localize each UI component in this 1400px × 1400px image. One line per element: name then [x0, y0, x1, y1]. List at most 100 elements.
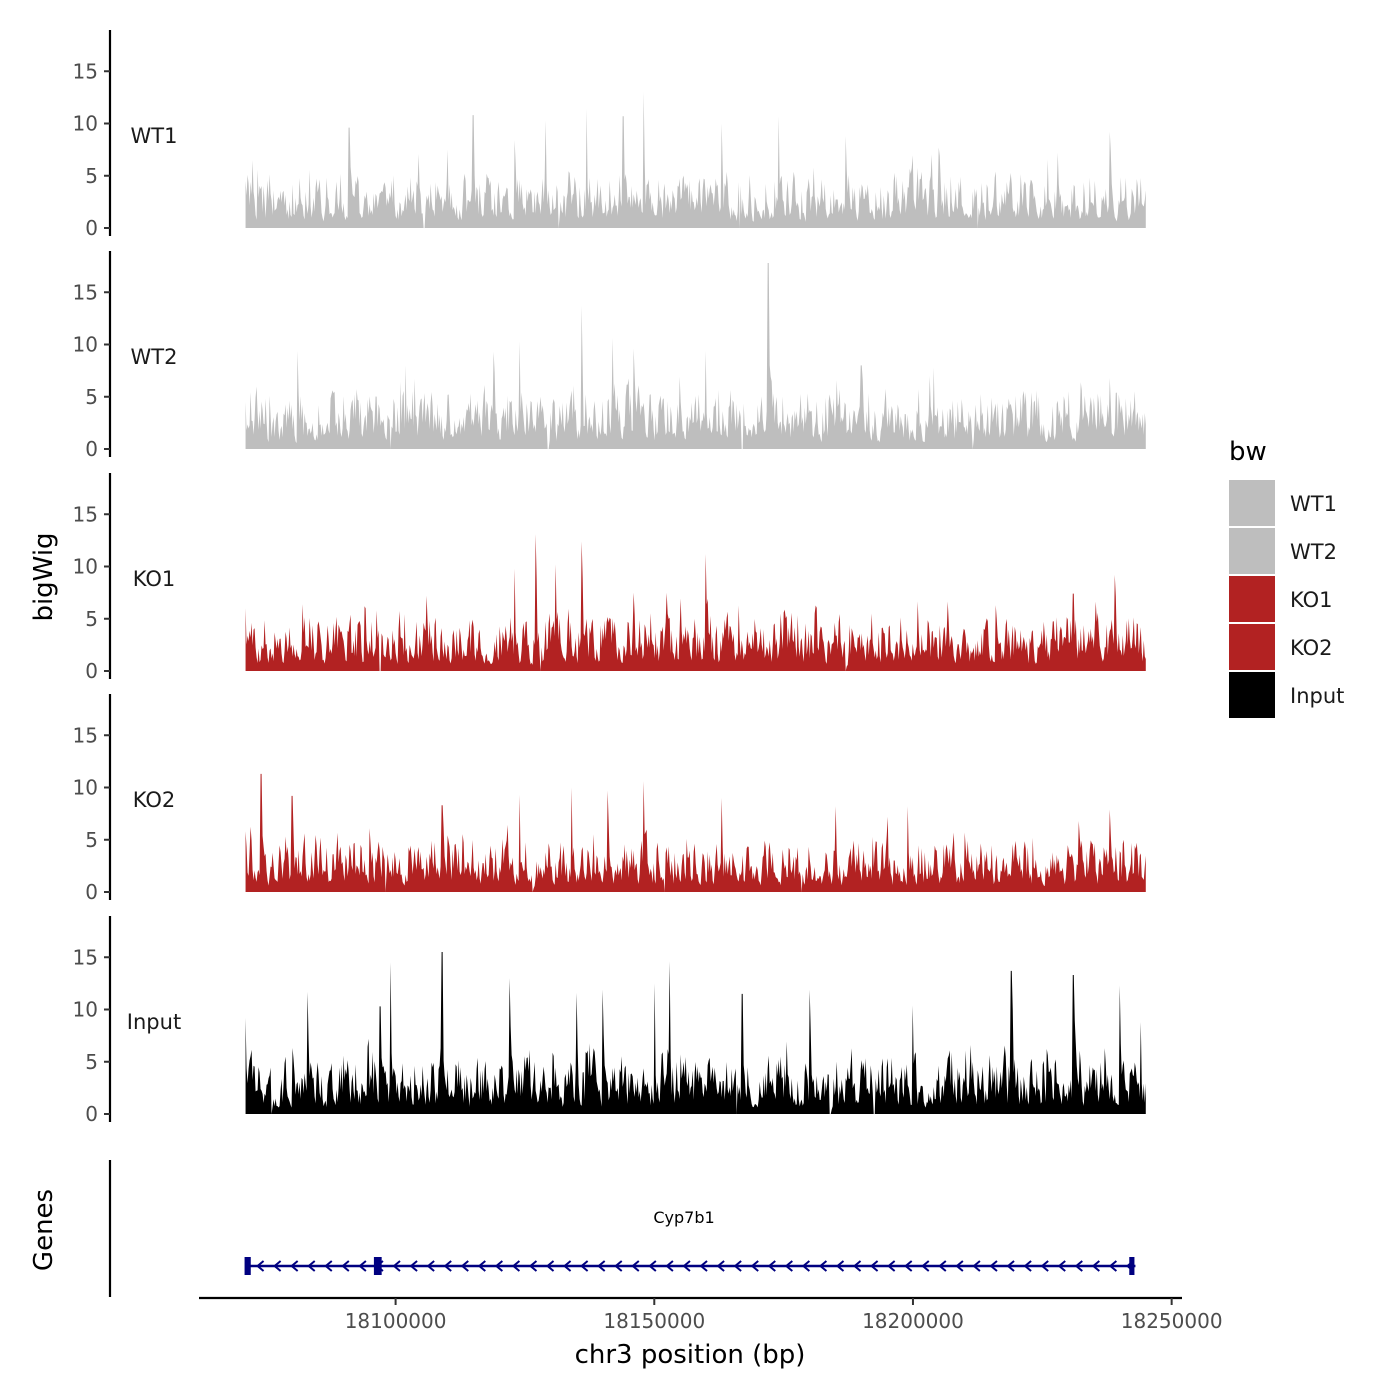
- strand-chevron: [545, 1260, 555, 1272]
- gene-panel: Cyp7b1: [108, 1160, 1136, 1297]
- strand-chevron: [477, 1260, 486, 1272]
- legend-entry-input: Input: [1229, 672, 1344, 718]
- x-axis: 18100000 18150000 18200000 18250000: [199, 1296, 1223, 1333]
- strand-chevron: [392, 1260, 401, 1272]
- strand-chevron: [750, 1260, 759, 1272]
- y-tick-label: 0: [85, 1102, 98, 1126]
- strand-chevron: [375, 1260, 384, 1272]
- legend-label: Input: [1290, 684, 1344, 708]
- y-tick-label: 5: [85, 828, 98, 852]
- strand-chevron: [818, 1260, 828, 1272]
- gene-model: [244, 1257, 1136, 1275]
- track-ko1: 0 5 10 15 KO1: [73, 473, 1146, 683]
- legend-entry-ko2: KO2: [1229, 624, 1333, 670]
- strand-chevron: [1108, 1260, 1118, 1272]
- strand-chevron: [835, 1260, 845, 1272]
- strand-chevron: [409, 1260, 418, 1272]
- strand-chevron: [580, 1260, 589, 1272]
- y-tick-label: 15: [73, 280, 98, 304]
- y-tick-label: 0: [85, 216, 98, 240]
- y-tick-label: 10: [73, 555, 98, 579]
- y-tick-label: 5: [85, 1050, 98, 1074]
- y-tick-label: 10: [73, 333, 98, 357]
- signal-area: [245, 534, 1146, 671]
- strand-chevron: [682, 1260, 691, 1272]
- strand-chevron: [801, 1260, 811, 1272]
- track-label: Input: [127, 1010, 181, 1034]
- legend-label: WT2: [1290, 540, 1337, 564]
- strand-chevron: [784, 1260, 793, 1272]
- strand-chevron: [716, 1260, 725, 1272]
- legend: bw WT1 WT2 KO1 KO2 Input: [1229, 437, 1344, 718]
- strand-chevron: [256, 1260, 265, 1272]
- y-tick-label: 0: [85, 659, 98, 683]
- strand-chevron: [665, 1260, 674, 1272]
- track-label: KO1: [133, 567, 176, 591]
- strand-chevron: [699, 1260, 708, 1272]
- strand-chevron: [426, 1260, 435, 1272]
- y-tick-label: 0: [85, 437, 98, 461]
- strand-chevron: [852, 1260, 862, 1272]
- track-ko2: 0 5 10 15 KO2: [73, 694, 1146, 904]
- x-axis-ticks: 18100000 18150000 18200000 18250000: [345, 1298, 1223, 1333]
- y-tick-label: 15: [73, 945, 98, 969]
- track-label: WT1: [131, 124, 178, 148]
- strand-chevron: [1091, 1260, 1100, 1272]
- y-tick-label: 5: [85, 164, 98, 188]
- y-axis-title: bigWig: [29, 532, 59, 621]
- x-tick-label: 18100000: [345, 1309, 447, 1333]
- x-tick-label: 18150000: [603, 1309, 705, 1333]
- strand-chevron: [648, 1260, 657, 1272]
- genes-axis-title: Genes: [29, 1189, 59, 1271]
- track-label: WT2: [131, 345, 178, 369]
- strand-chevron: [1040, 1260, 1049, 1272]
- strand-chevron: [494, 1260, 503, 1272]
- y-tick-label: 15: [73, 502, 98, 526]
- legend-swatch: [1229, 672, 1275, 718]
- legend-swatch: [1229, 480, 1275, 526]
- x-tick-label: 18250000: [1121, 1309, 1223, 1333]
- y-tick-label: 15: [73, 723, 98, 747]
- signal-tracks: 0 5 10 15 WT1 0 5 10 15 WT2 0 5 10 15 KO1 0 5 10 15 KO2 0 5 10…: [73, 30, 1146, 1126]
- legend-label: KO1: [1290, 588, 1333, 612]
- y-tick-label: 10: [73, 776, 98, 800]
- y-tick-label: 5: [85, 607, 98, 631]
- strand-chevron: [767, 1260, 776, 1272]
- strand-chevron: [358, 1260, 367, 1272]
- strand-chevron: [460, 1260, 469, 1272]
- legend-entry-ko1: KO1: [1229, 576, 1333, 622]
- track-input: 0 5 10 15 Input: [73, 916, 1146, 1126]
- legend-label: KO2: [1290, 636, 1333, 660]
- y-tick-label: 10: [73, 112, 98, 136]
- strand-chevron: [1023, 1260, 1032, 1272]
- legend-swatch: [1229, 528, 1275, 574]
- track-wt1: 0 5 10 15 WT1: [73, 30, 1146, 240]
- track-wt2: 0 5 10 15 WT2: [73, 251, 1146, 461]
- strand-chevron: [614, 1260, 623, 1272]
- strand-chevron: [904, 1260, 913, 1272]
- signal-area: [245, 773, 1146, 892]
- strand-chevron: [324, 1260, 333, 1272]
- signal-area: [245, 952, 1146, 1114]
- strand-chevron: [955, 1260, 964, 1272]
- strand-chevron: [511, 1260, 521, 1272]
- legend-title: bw: [1229, 437, 1267, 467]
- strand-chevron: [989, 1260, 998, 1272]
- strand-chevron: [290, 1260, 299, 1272]
- x-tick-label: 18200000: [862, 1309, 964, 1333]
- legend-swatch: [1229, 624, 1275, 670]
- strand-chevron: [563, 1260, 572, 1272]
- gene-exon: [244, 1257, 251, 1275]
- strand-chevron: [528, 1260, 538, 1272]
- strand-chevron: [341, 1260, 350, 1272]
- strand-chevron: [938, 1260, 947, 1272]
- gene-exon: [1129, 1257, 1135, 1275]
- legend-entry-wt2: WT2: [1229, 528, 1337, 574]
- strand-chevron: [870, 1260, 879, 1272]
- strand-chevron: [443, 1260, 452, 1272]
- gene-name-label: Cyp7b1: [653, 1208, 714, 1227]
- strand-chevron: [1074, 1260, 1083, 1272]
- strand-chevron: [273, 1260, 282, 1272]
- strand-chevron: [631, 1260, 640, 1272]
